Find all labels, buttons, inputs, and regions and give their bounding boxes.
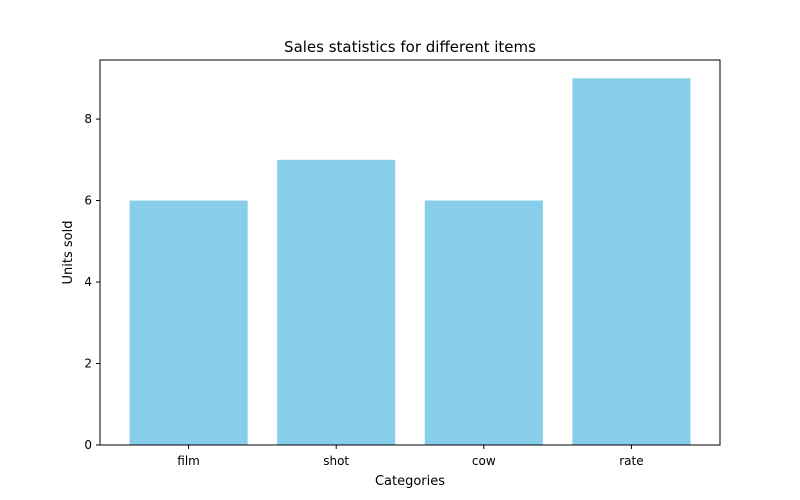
bars-group: [129, 78, 691, 445]
x-tick-label: cow: [472, 454, 496, 468]
bar-shot: [277, 159, 396, 445]
bar-cow: [424, 200, 543, 445]
x-tick-label: shot: [323, 454, 349, 468]
plot-frame: [99, 59, 721, 446]
y-tick-label: 2: [84, 357, 92, 371]
x-axis-label: Categories: [375, 474, 445, 489]
x-tick-label: rate: [619, 454, 643, 468]
y-tick-label: 0: [84, 438, 92, 452]
bar-film: [129, 200, 248, 445]
y-axis-ticks: 0 2 4 6 8: [84, 112, 100, 452]
chart-title: Sales statistics for different items: [284, 38, 536, 56]
x-axis-ticks: film shot cow rate: [177, 445, 644, 468]
y-tick-label: 8: [84, 112, 92, 126]
y-tick-label: 6: [84, 194, 92, 208]
bar-rate: [572, 78, 691, 445]
y-axis-label: Units sold: [61, 221, 76, 285]
x-tick-label: film: [177, 454, 200, 468]
y-tick-label: 4: [84, 275, 92, 289]
